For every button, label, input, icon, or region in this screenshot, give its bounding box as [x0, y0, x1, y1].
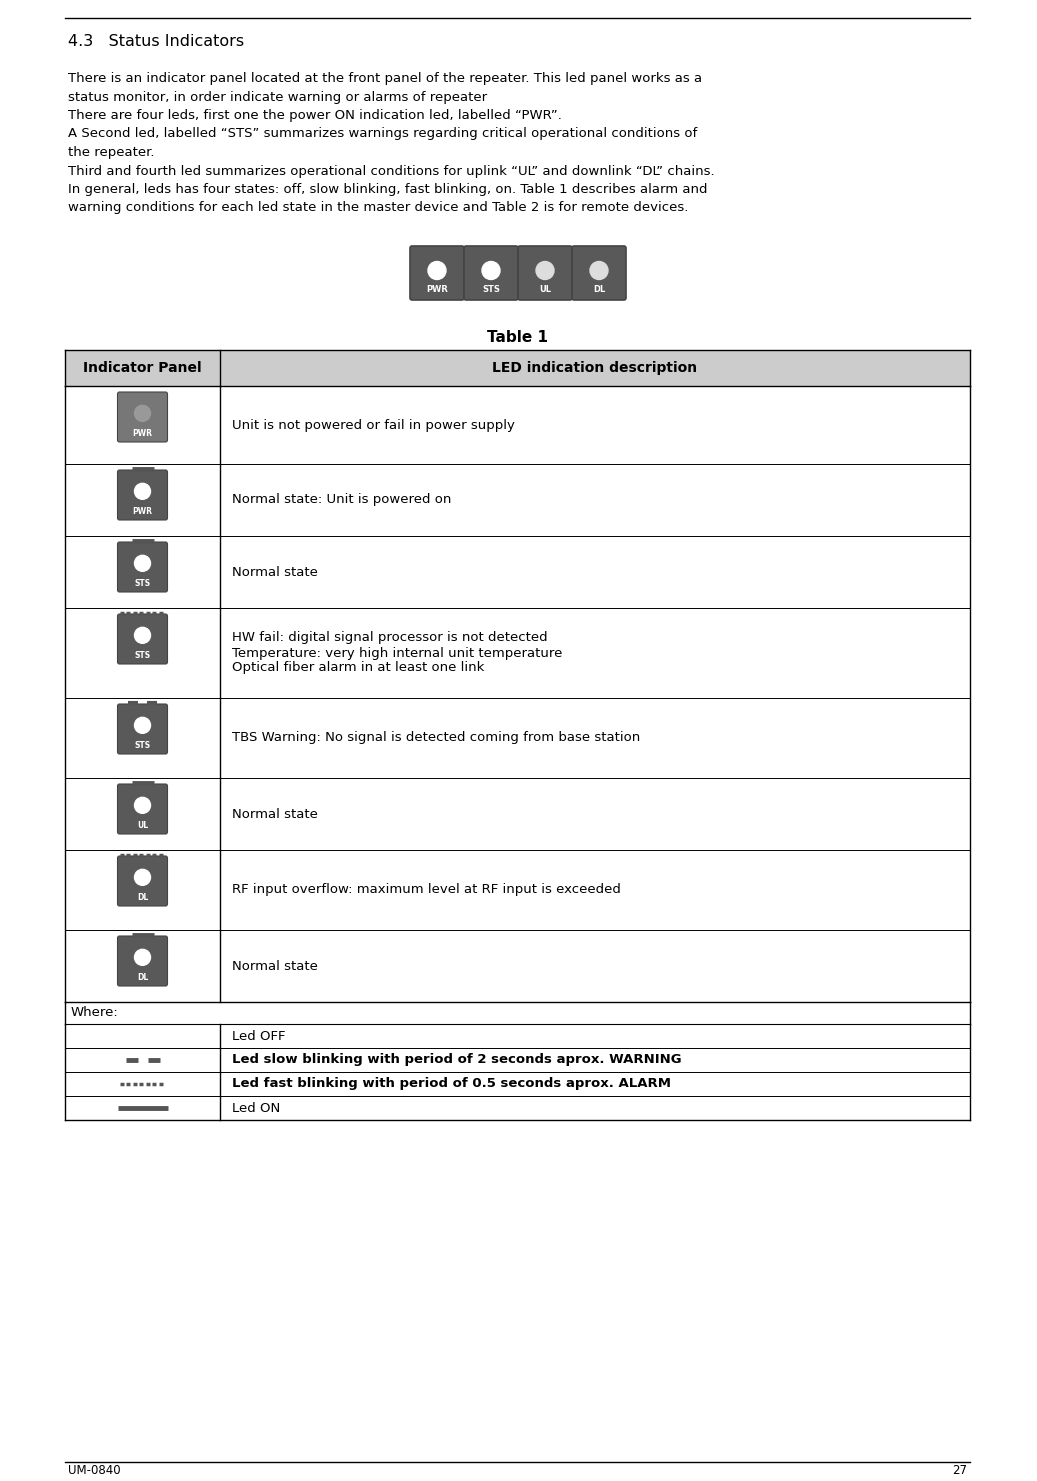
Text: Led ON: Led ON	[232, 1102, 280, 1115]
Text: DL: DL	[137, 893, 148, 902]
Text: Indicator Panel: Indicator Panel	[83, 361, 202, 375]
Text: Led fast blinking with period of 0.5 seconds aprox. ALARM: Led fast blinking with period of 0.5 sec…	[232, 1078, 671, 1090]
FancyBboxPatch shape	[518, 246, 572, 301]
Circle shape	[135, 555, 150, 572]
Text: PWR: PWR	[426, 284, 448, 293]
Text: DL: DL	[593, 284, 606, 293]
Circle shape	[590, 262, 608, 280]
Text: 4.3   Status Indicators: 4.3 Status Indicators	[68, 34, 244, 49]
Text: Temperature: very high internal unit temperature: Temperature: very high internal unit tem…	[232, 647, 562, 659]
FancyBboxPatch shape	[117, 392, 168, 441]
Text: Normal state: Normal state	[232, 807, 318, 820]
Text: STS: STS	[135, 740, 150, 749]
Text: UL: UL	[137, 820, 148, 829]
FancyBboxPatch shape	[572, 246, 626, 301]
Text: PWR: PWR	[133, 507, 152, 515]
Text: There are four leds, first one the power ON indication led, labelled “PWR”.: There are four leds, first one the power…	[68, 110, 562, 121]
Text: Table 1: Table 1	[487, 330, 548, 345]
Circle shape	[135, 483, 150, 499]
Text: A Second led, labelled “STS” summarizes warnings regarding critical operational : A Second led, labelled “STS” summarizes …	[68, 127, 697, 141]
FancyBboxPatch shape	[117, 615, 168, 663]
Text: UL: UL	[539, 284, 551, 293]
Circle shape	[135, 869, 150, 886]
FancyBboxPatch shape	[117, 542, 168, 592]
Text: STS: STS	[135, 650, 150, 659]
FancyBboxPatch shape	[464, 246, 518, 301]
Text: Third and fourth led summarizes operational conditions for uplink “UL” and downl: Third and fourth led summarizes operatio…	[68, 164, 714, 178]
Text: Optical fiber alarm in at least one link: Optical fiber alarm in at least one link	[232, 662, 484, 674]
Text: RF input overflow: maximum level at RF input is exceeded: RF input overflow: maximum level at RF i…	[232, 884, 621, 896]
Text: Normal state: Normal state	[232, 566, 318, 579]
FancyBboxPatch shape	[117, 469, 168, 520]
Text: There is an indicator panel located at the front panel of the repeater. This led: There is an indicator panel located at t…	[68, 73, 702, 84]
Circle shape	[135, 406, 150, 421]
FancyBboxPatch shape	[117, 856, 168, 906]
Text: In general, leds has four states: off, slow blinking, fast blinking, on. Table 1: In general, leds has four states: off, s…	[68, 184, 707, 195]
Text: STS: STS	[482, 284, 500, 293]
Circle shape	[135, 717, 150, 733]
Text: STS: STS	[135, 579, 150, 588]
FancyBboxPatch shape	[117, 783, 168, 834]
Circle shape	[135, 628, 150, 643]
FancyBboxPatch shape	[117, 703, 168, 754]
Text: HW fail: digital signal processor is not detected: HW fail: digital signal processor is not…	[232, 631, 548, 644]
Circle shape	[536, 262, 554, 280]
Text: status monitor, in order indicate warning or alarms of repeater: status monitor, in order indicate warnin…	[68, 90, 487, 104]
Circle shape	[135, 949, 150, 966]
Text: TBS Warning: No signal is detected coming from base station: TBS Warning: No signal is detected comin…	[232, 732, 640, 745]
Bar	[65, 350, 970, 387]
Bar	[65, 1003, 970, 1023]
Text: Normal state: Normal state	[232, 960, 318, 973]
Text: PWR: PWR	[133, 428, 152, 437]
Text: Led OFF: Led OFF	[232, 1029, 285, 1043]
Circle shape	[428, 262, 446, 280]
FancyBboxPatch shape	[410, 246, 464, 301]
Text: Normal state: Unit is powered on: Normal state: Unit is powered on	[232, 493, 451, 507]
Text: Unit is not powered or fail in power supply: Unit is not powered or fail in power sup…	[232, 419, 515, 431]
Text: DL: DL	[137, 973, 148, 982]
Text: LED indication description: LED indication description	[493, 361, 698, 375]
Text: the repeater.: the repeater.	[68, 147, 155, 158]
Text: UM-0840: UM-0840	[68, 1465, 120, 1478]
Text: 27: 27	[952, 1465, 966, 1478]
Circle shape	[135, 797, 150, 813]
Text: warning conditions for each led state in the master device and Table 2 is for re: warning conditions for each led state in…	[68, 201, 689, 215]
FancyBboxPatch shape	[117, 936, 168, 986]
Text: Where:: Where:	[71, 1007, 119, 1019]
Text: Led slow blinking with period of 2 seconds aprox. WARNING: Led slow blinking with period of 2 secon…	[232, 1053, 681, 1066]
Circle shape	[482, 262, 500, 280]
